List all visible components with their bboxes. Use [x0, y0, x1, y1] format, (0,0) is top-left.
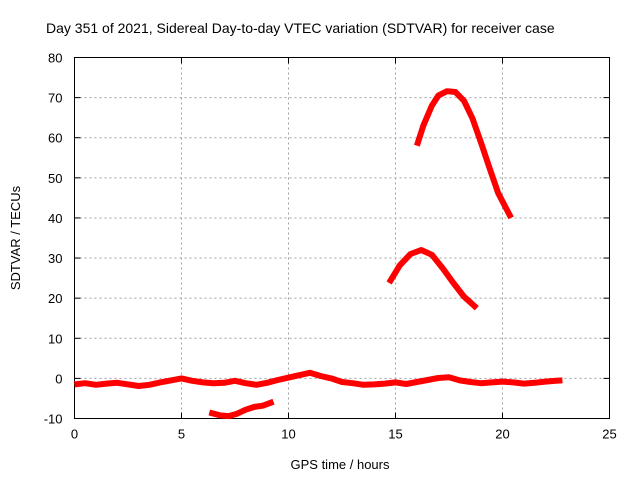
y-tick-label: 70 [48, 91, 62, 106]
y-axis-label: SDTVAR / TECUs [8, 185, 23, 290]
series-line-baseline [74, 369, 563, 389]
chart-title: Day 351 of 2021, Sidereal Day-to-day VTE… [46, 20, 555, 36]
y-tick-label: 30 [48, 251, 62, 266]
x-tick-label: 5 [178, 427, 185, 442]
ticks: 0 5 10 15 20 25 -10 0 10 20 30 40 50 60 70 80 [44, 51, 617, 442]
x-tick-label: 25 [602, 427, 616, 442]
y-tick-label: 0 [55, 371, 62, 386]
x-tick-label: 10 [281, 427, 295, 442]
x-tick-label: 20 [495, 427, 509, 442]
series-layer [74, 88, 563, 420]
series-line-low-arc [208, 398, 275, 420]
y-tick-label: -10 [44, 412, 63, 427]
y-tick-label: 80 [48, 51, 62, 66]
y-tick-label: 10 [48, 331, 62, 346]
x-tick-label: 15 [388, 427, 402, 442]
series-line-mid-arc [386, 247, 479, 311]
y-tick-label: 50 [48, 171, 62, 186]
x-axis-label: GPS time / hours [291, 457, 390, 472]
grid [74, 57, 610, 419]
y-tick-label: 60 [48, 131, 62, 146]
series-line-high-arc [414, 88, 514, 220]
x-tick-label: 0 [71, 427, 78, 442]
y-tick-label: 40 [48, 211, 62, 226]
y-tick-label: 20 [48, 291, 62, 306]
plot-frame [74, 57, 610, 419]
